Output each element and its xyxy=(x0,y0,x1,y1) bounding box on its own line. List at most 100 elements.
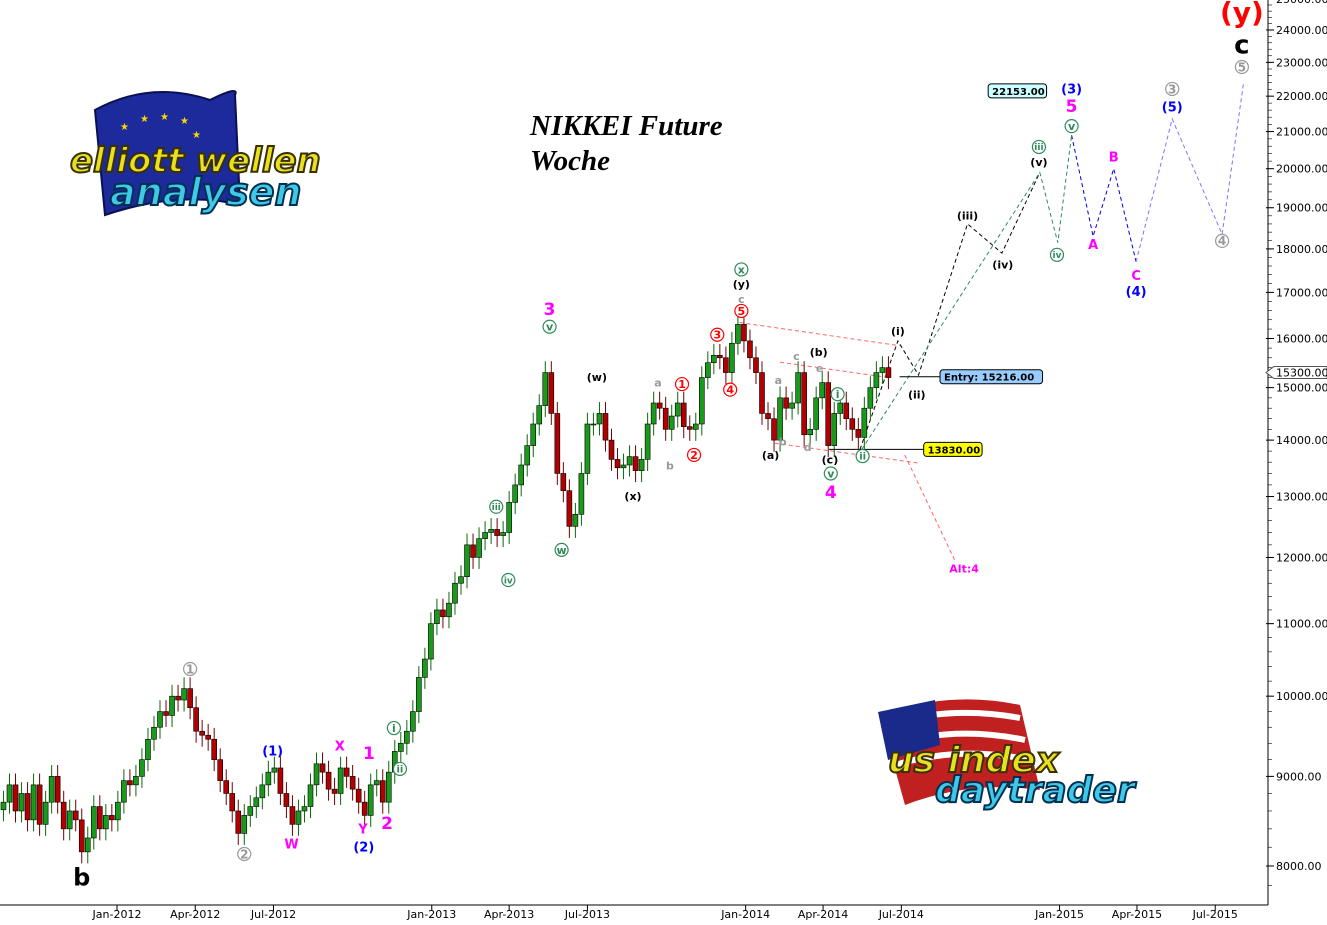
candle xyxy=(470,533,476,569)
wave-label-circle xyxy=(183,661,198,677)
candle xyxy=(331,777,338,805)
candle xyxy=(879,356,886,385)
wave-label: (v) xyxy=(1030,156,1047,169)
candle-body xyxy=(873,372,880,388)
alt4-path xyxy=(904,454,956,561)
candle xyxy=(518,453,525,497)
candle xyxy=(536,394,543,436)
candle-body xyxy=(614,459,621,469)
y-tick-label: 9000.00 xyxy=(1276,770,1322,783)
candle xyxy=(566,479,573,538)
y-tick-label: 12000.00 xyxy=(1276,551,1327,564)
wave-label: (x) xyxy=(624,490,641,503)
wave-label: iv xyxy=(1053,251,1062,261)
candle xyxy=(494,518,500,548)
x-tick-label: Jul-2014 xyxy=(878,908,924,921)
wave-label: b xyxy=(73,864,90,892)
wave-label-circle xyxy=(855,448,870,464)
candle-body xyxy=(560,473,567,491)
wave-label: i xyxy=(392,722,396,735)
wave-label: 4 xyxy=(1218,234,1226,248)
candle-body xyxy=(879,367,886,373)
candle xyxy=(789,391,795,420)
candle-body xyxy=(217,759,223,781)
candle xyxy=(801,361,807,447)
candle xyxy=(404,719,410,755)
svg-text:daytrader: daytrader xyxy=(935,770,1137,811)
candle-body xyxy=(518,464,525,486)
candle xyxy=(385,760,392,814)
wave-label: iii xyxy=(1034,143,1043,153)
chart-subtitle: Woche xyxy=(530,145,611,177)
svg-text:★: ★ xyxy=(160,112,169,123)
candle xyxy=(813,386,819,441)
x-tick-label: Jul-2013 xyxy=(564,908,610,921)
candle-body xyxy=(590,423,597,426)
candle xyxy=(560,462,567,503)
wave-label: W xyxy=(284,838,298,853)
candle xyxy=(169,684,175,727)
candle-body xyxy=(367,784,374,816)
wave-label: x xyxy=(738,263,745,276)
wave-label: (i) xyxy=(891,325,905,338)
candle-body xyxy=(470,544,476,558)
candle xyxy=(349,765,356,801)
candle xyxy=(626,445,633,477)
candle xyxy=(265,760,272,797)
wave-label: (c) xyxy=(822,453,839,466)
candle xyxy=(602,402,609,452)
chart-title: NIKKEI Future xyxy=(530,110,723,142)
candle xyxy=(638,448,645,483)
candle xyxy=(109,804,115,832)
candle xyxy=(54,765,61,814)
candle-body xyxy=(48,776,55,803)
wave-label-circle xyxy=(501,572,516,588)
candle-body xyxy=(373,780,380,786)
candle xyxy=(668,404,675,441)
candle xyxy=(97,795,103,841)
x-tick-label: Jul-2015 xyxy=(1192,908,1238,921)
wave-label: iii xyxy=(492,503,501,513)
wave-label: (b) xyxy=(810,346,828,359)
wave-label: c xyxy=(738,293,745,306)
candle-body xyxy=(807,429,813,436)
candle-body xyxy=(277,767,284,794)
candle-body xyxy=(6,784,13,803)
candle-body xyxy=(241,815,248,834)
candle-body xyxy=(446,602,452,618)
stop-tag-label: 13830.00 xyxy=(928,445,981,456)
candle-body xyxy=(247,806,254,816)
candle xyxy=(103,804,109,841)
candle-body xyxy=(205,734,211,740)
candle-body xyxy=(861,407,868,438)
candle-body xyxy=(169,695,175,716)
candle xyxy=(90,795,97,850)
candle-body xyxy=(235,810,242,834)
candle xyxy=(662,396,669,441)
candle-body xyxy=(223,780,230,794)
candle xyxy=(452,571,458,615)
candle-body xyxy=(397,742,404,752)
candle-body xyxy=(265,771,272,786)
candle-body xyxy=(849,418,856,430)
candle-body xyxy=(313,763,320,786)
candle xyxy=(295,799,302,836)
candle-body xyxy=(404,730,410,744)
candle-body xyxy=(199,730,205,736)
candle-body xyxy=(554,413,561,474)
svg-text:analysen: analysen xyxy=(110,170,302,214)
candle xyxy=(271,756,278,784)
candle xyxy=(506,491,512,544)
candle-body xyxy=(506,502,512,533)
candle xyxy=(151,715,157,751)
wave-label-circle xyxy=(1049,247,1065,262)
candle xyxy=(66,799,73,841)
wave-label: e xyxy=(816,362,823,375)
candle xyxy=(60,790,67,841)
candle-body xyxy=(711,355,717,363)
candle-body xyxy=(674,402,681,417)
wave-label: c xyxy=(793,350,800,363)
candle-body xyxy=(428,623,434,660)
wave-label-circle xyxy=(1064,119,1079,134)
candle xyxy=(187,677,193,720)
